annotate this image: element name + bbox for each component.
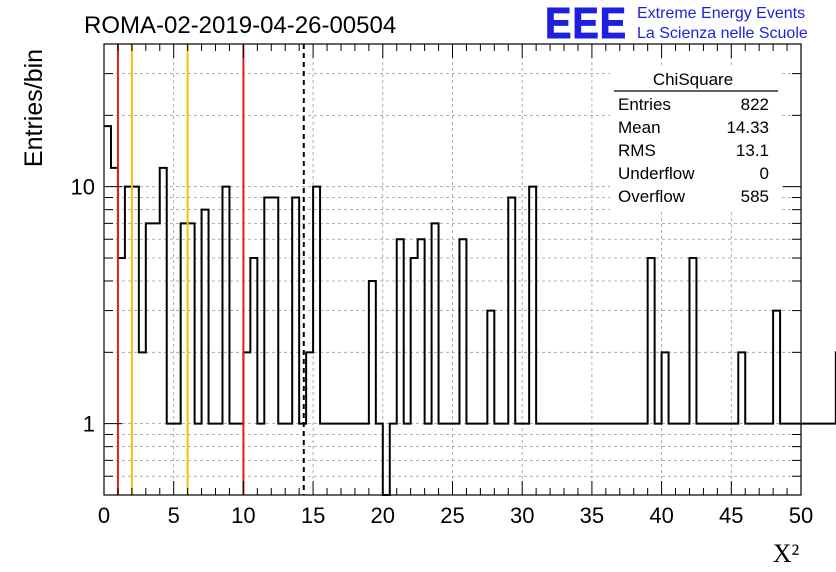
x-tick-label: 40 <box>649 503 673 528</box>
x-tick-label: 50 <box>789 503 813 528</box>
axis-ticks: 0 5 10 15 20 25 30 35 40 45 50 1 10 <box>71 44 813 528</box>
org-line1: Extreme Energy Events <box>637 5 805 22</box>
x-tick-label: 20 <box>371 503 395 528</box>
stats-title: ChiSquare <box>653 70 733 89</box>
stats-value: 14.33 <box>726 118 769 137</box>
x-axis-label: X² <box>773 539 800 568</box>
run-title: ROMA-02-2019-04-26-00504 <box>84 12 396 39</box>
stats-value: 0 <box>760 164 769 183</box>
y-tick-label: 10 <box>71 175 95 200</box>
stats-value: 585 <box>741 187 769 206</box>
stats-label: Underflow <box>618 164 695 183</box>
grid-layer <box>104 44 801 495</box>
x-tick-label: 35 <box>580 503 604 528</box>
stats-label: Entries <box>618 95 671 114</box>
x-tick-label: 45 <box>719 503 743 528</box>
x-tick-label: 10 <box>231 503 255 528</box>
y-axis-label: Entries/bin <box>20 49 48 167</box>
stats-label: Mean <box>618 118 661 137</box>
x-tick-label: 30 <box>510 503 534 528</box>
stats-value: 13.1 <box>736 141 769 160</box>
stats-value: 822 <box>741 95 769 114</box>
x-tick-label: 5 <box>168 503 180 528</box>
eee-logo: EEE <box>545 0 627 48</box>
y-tick-label: 1 <box>83 412 95 437</box>
stats-box: ChiSquare Entries 822 Mean 14.33 RMS 13.1 Unde… <box>610 66 782 212</box>
org-line2: La Scienza nelle Scuole <box>637 25 808 42</box>
stats-rows: Entries 822 Mean 14.33 RMS 13.1 Underflow 0 Over… <box>618 95 769 206</box>
stats-label: RMS <box>618 141 656 160</box>
x-tick-label: 0 <box>98 503 110 528</box>
x-tick-label: 25 <box>440 503 464 528</box>
stats-label: Overflow <box>618 187 686 206</box>
x-tick-label: 15 <box>301 503 325 528</box>
reference-lines <box>116 44 305 495</box>
